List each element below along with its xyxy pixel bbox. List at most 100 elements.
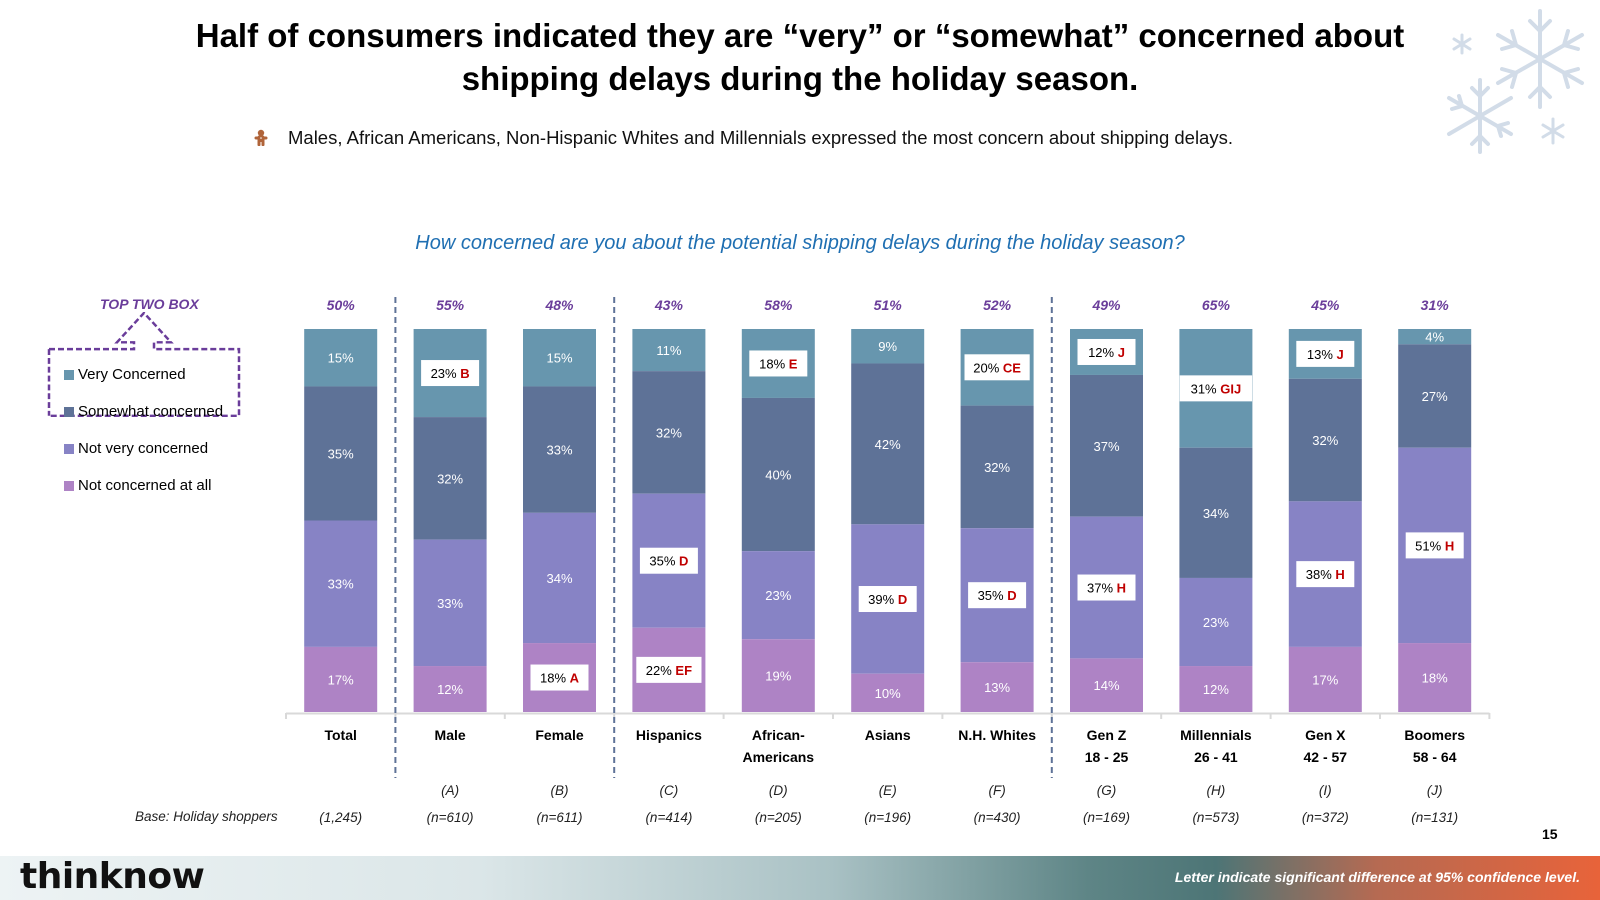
bar-segment-somewhat-concerned	[851, 363, 925, 525]
slide-title-line-2: shipping delays during the holiday seaso…	[461, 60, 1139, 97]
legend-swatch	[64, 369, 74, 380]
column-letter-label: (B)	[551, 783, 569, 798]
x-tick-label: Hispanics	[636, 727, 702, 743]
top-two-box-value: 65%	[1202, 297, 1231, 313]
bar-segment-very-concerned	[632, 329, 706, 372]
sample-size-label: (n=372)	[1302, 810, 1349, 825]
data-label: 4%	[1425, 330, 1444, 345]
significance-note: Letter indicate significant difference a…	[1174, 869, 1580, 885]
data-label: 13% J	[1307, 347, 1344, 362]
sample-size-label: (n=430)	[974, 810, 1021, 825]
bar-segment-somewhat-concerned	[1288, 378, 1362, 502]
data-label-box	[1077, 574, 1136, 601]
bar-segment-not-concerned-at-all	[741, 639, 815, 712]
data-label: 35% D	[978, 588, 1017, 603]
data-label: 18%	[1422, 671, 1448, 686]
legend-item-not-very-concerned: Not very concerned	[64, 440, 208, 457]
top-two-box-label: TOP TWO BOX	[100, 296, 199, 312]
data-label: 39% D	[868, 592, 907, 607]
data-label: 33%	[437, 596, 463, 611]
top-two-box-value: 51%	[874, 297, 903, 313]
bar-segment-somewhat-concerned	[1398, 344, 1472, 448]
data-label: 12% J	[1088, 345, 1125, 360]
x-tick-label-line-2: Americans	[743, 749, 815, 765]
top-two-box-value: 48%	[544, 297, 574, 313]
sample-size-label: (n=414)	[645, 810, 692, 825]
column-letter-label: (I)	[1319, 783, 1332, 798]
data-label: 32%	[1312, 433, 1338, 448]
data-label: 33%	[328, 577, 354, 592]
top-two-box-value: 55%	[436, 297, 465, 313]
data-label: 13%	[984, 680, 1010, 695]
data-label: 33%	[546, 443, 572, 458]
bar-segment-not-concerned-at-all	[1179, 666, 1253, 712]
data-label: 23%	[1203, 615, 1229, 630]
bar-segment-very-concerned	[523, 329, 596, 387]
legend-item-not-concerned-at-all: Not concerned at all	[64, 477, 211, 494]
data-label: 35% D	[649, 554, 688, 569]
top-two-box-value: 50%	[327, 297, 356, 313]
legend-swatch	[64, 480, 74, 491]
column-letter-label: (E)	[879, 783, 897, 798]
bar-segment-not-concerned-at-all	[304, 646, 378, 712]
data-label: 51% H	[1415, 538, 1454, 553]
data-label: 31% GIJ	[1191, 381, 1242, 396]
x-tick-label: Boomers	[1404, 727, 1465, 743]
data-label: 32%	[984, 460, 1010, 475]
data-label: 19%	[765, 669, 791, 684]
sample-size-label: (1,245)	[319, 810, 362, 825]
data-label-box	[639, 547, 698, 574]
bar-segment-not-concerned-at-all	[851, 673, 925, 712]
legend-swatch	[64, 443, 74, 454]
bar-segment-not-very-concerned	[523, 512, 596, 644]
data-label: 15%	[546, 351, 572, 366]
column-letter-label: (H)	[1207, 783, 1226, 798]
bar-segment-somewhat-concerned	[960, 405, 1034, 529]
data-label-box	[421, 360, 480, 387]
bar-segment-not-concerned-at-all	[1070, 658, 1143, 712]
column-letter-label: (D)	[769, 783, 788, 798]
data-label: 10%	[875, 686, 901, 701]
slide-title-line-1: Half of consumers indicated they are “ve…	[195, 17, 1405, 54]
data-label: 11%	[656, 343, 681, 358]
bar-segment-somewhat-concerned	[413, 417, 487, 540]
column-letter-label: (C)	[660, 783, 679, 798]
bar-segment-very-concerned	[304, 329, 378, 387]
column-letter-label: (J)	[1427, 783, 1443, 798]
bar-segment-somewhat-concerned	[741, 397, 815, 552]
top-two-box-value: 43%	[654, 297, 684, 313]
data-label: 27%	[1422, 389, 1448, 404]
data-label: 38% H	[1306, 567, 1345, 582]
data-label: 23%	[765, 588, 791, 603]
data-label: 17%	[328, 672, 354, 687]
thinknow-logo: thinknow	[20, 856, 205, 897]
legend-item-very-concerned: Very Concerned	[64, 366, 186, 383]
legend-item-somewhat-concerned: Somewhat concerned	[64, 403, 223, 420]
data-label: 35%	[328, 446, 354, 461]
data-label-box	[749, 350, 808, 377]
x-tick-label-line-2: 18 - 25	[1085, 749, 1129, 765]
sample-size-label: (n=611)	[537, 810, 583, 825]
sample-size-label: (n=131)	[1411, 810, 1458, 825]
top-two-box-value: 31%	[1421, 297, 1450, 313]
top-two-box-value: 49%	[1091, 297, 1121, 313]
data-label: 32%	[437, 471, 463, 486]
bar-segment-not-concerned-at-all	[413, 666, 487, 712]
bar-segment-not-concerned-at-all	[1398, 643, 1472, 712]
top-two-box-value: 45%	[1310, 297, 1340, 313]
bar-segment-not-concerned-at-all	[1288, 646, 1362, 712]
legend-label: Not concerned at all	[78, 477, 212, 494]
sample-size-label: (n=196)	[864, 810, 911, 825]
x-tick-label: Male	[435, 727, 466, 743]
bar-segment-very-concerned	[1398, 329, 1472, 345]
data-label-box	[1296, 340, 1355, 367]
data-label: 23% B	[431, 366, 470, 381]
data-label: 9%	[878, 339, 897, 354]
bar-segment-not-very-concerned	[413, 539, 487, 667]
x-tick-label: Total	[324, 727, 356, 743]
data-label-box	[964, 354, 1030, 381]
bar-segment-not-very-concerned	[304, 520, 378, 647]
data-label: 15%	[328, 351, 354, 366]
legend-label: Not very concerned	[78, 440, 209, 457]
data-label-box	[1296, 561, 1355, 588]
